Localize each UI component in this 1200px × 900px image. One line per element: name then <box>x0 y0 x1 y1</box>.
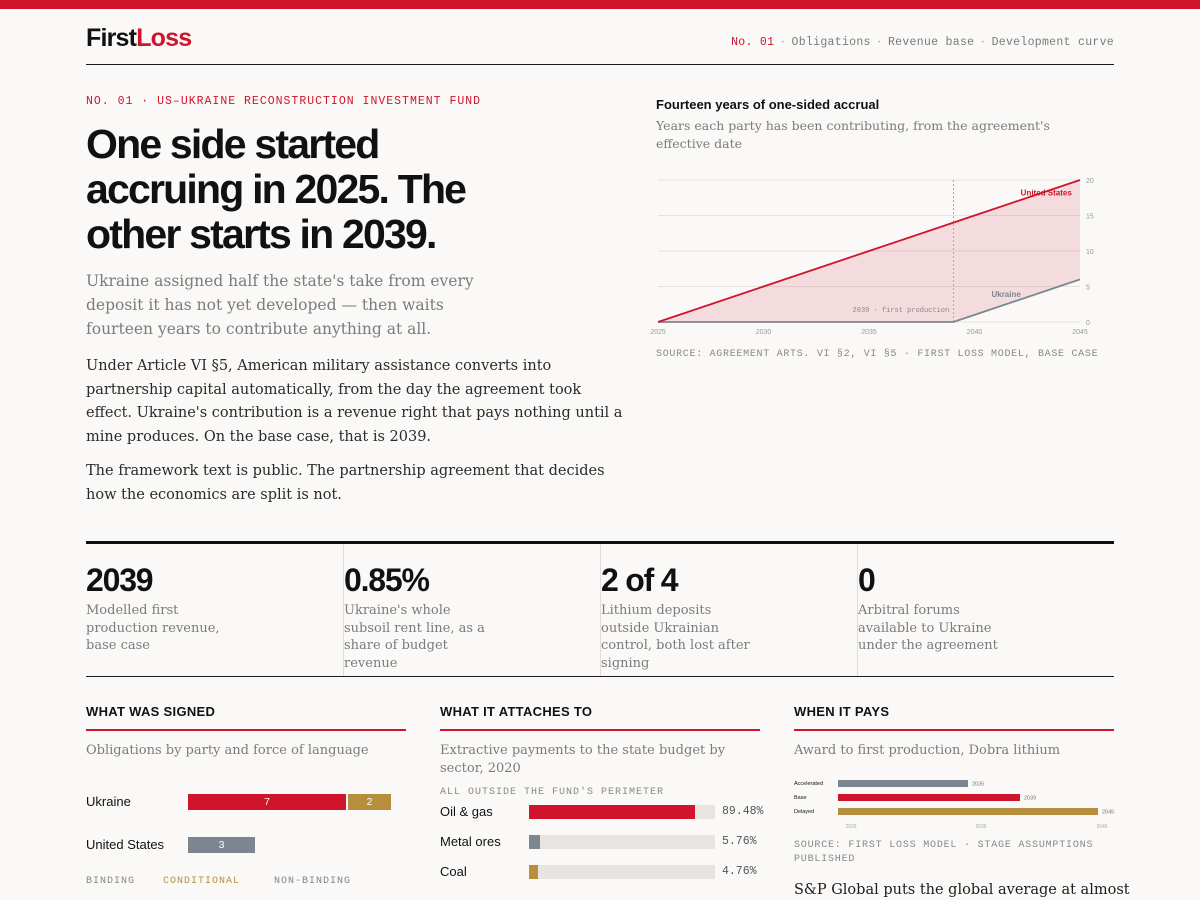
nav-separator: · <box>779 36 787 49</box>
nav-item-obligations[interactable]: Obligations <box>791 36 871 49</box>
site-logo[interactable]: FirstLoss <box>86 24 192 53</box>
y-tick-label: 10 <box>1086 249 1094 256</box>
series-line-ukraine <box>658 278 1081 323</box>
bar-value-label: 2035 <box>972 782 984 788</box>
bar-us-nonbinding: 3 <box>188 837 255 853</box>
signed-section-subtitle: Obligations by party and force of langua… <box>86 743 369 758</box>
series-line-united-states <box>657 179 1081 323</box>
stat-value: 2039 <box>86 562 154 598</box>
nav-item-revenue-base[interactable]: Revenue base <box>887 36 975 49</box>
attaches-section-subtitle: Extractive payments to the state budget … <box>440 743 726 776</box>
sector-name: Metal ores <box>440 834 501 849</box>
pays-source: SOURCE: FIRST LOSS MODEL · STAGE ASSUMPT… <box>794 840 1094 865</box>
pays-section-subtitle: Award to first production, Dobra lithium <box>794 743 1061 758</box>
bar-ukraine-conditional: 2 <box>348 794 391 810</box>
stats-top-rule <box>86 541 1114 544</box>
x-tick-label: 2040 <box>967 329 983 336</box>
x-tick-label: 2035 <box>861 329 877 336</box>
bar-value-label: 2039 <box>1024 796 1036 802</box>
stat-value: 0 <box>858 562 876 598</box>
stat-label: Ukraine's whole subsoil rent line, as a … <box>344 603 485 671</box>
article-paragraph: The framework text is public. The partne… <box>86 463 605 503</box>
bar-base <box>838 794 1020 801</box>
y-tick-label: 0 <box>1086 320 1090 327</box>
sector-fill-metal-ores <box>529 835 540 849</box>
nav-separator: · <box>979 36 987 49</box>
series-label-united-states: United States <box>1021 189 1073 198</box>
logo-loss: Loss <box>136 24 192 52</box>
x-tick-label: 2036 <box>975 824 986 830</box>
stat-label: Arbitral forums available to Ukraine und… <box>858 603 998 653</box>
article-kicker: NO. 01 · US–UKRAINE RECONSTRUCTION INVES… <box>86 95 482 108</box>
stats-bottom-rule <box>86 676 1114 677</box>
accrual-chart-title: Fourteen years of one-sided accrual <box>656 97 880 112</box>
legend-non-binding: NON-BINDING <box>274 876 352 887</box>
y-tick-label: 15 <box>1086 214 1094 221</box>
attaches-note: ALL OUTSIDE THE FUND'S PERIMETER <box>440 787 665 798</box>
bar-category-label: Accelerated <box>794 781 823 787</box>
sector-fill-oil-gas <box>529 805 696 819</box>
stat-arbitral-forums: 0 Arbitral forums available to Ukraine u… <box>857 544 1114 676</box>
bar-delayed <box>838 808 1098 815</box>
stat-value: 0.85% <box>344 562 430 598</box>
site-header: FirstLoss No. 01 · Obligations · Revenue bas… <box>86 24 1114 65</box>
sector-name: Coal <box>440 864 467 879</box>
series-label-ukraine: Ukraine <box>991 290 1021 299</box>
bar-value-label: 2045 <box>1102 810 1114 816</box>
bar-category-label: Delayed <box>794 809 814 815</box>
legend-binding: BINDING <box>86 876 136 887</box>
article-paragraph: Under Article VI §5, American military a… <box>86 358 623 445</box>
bar-category-label: Base <box>794 795 807 801</box>
article-headline: One side started accruing in 2025. The o… <box>86 121 467 257</box>
nav-item-development-curve[interactable]: Development curve <box>991 36 1114 49</box>
bar-accelerated <box>838 780 968 787</box>
stat-lithium-deposits: 2 of 4 Lithium deposits outside Ukrainia… <box>600 544 857 676</box>
sector-pct: 5.76% <box>722 835 757 848</box>
logo-first: First <box>86 24 137 52</box>
sector-pct: 89.48% <box>722 805 764 818</box>
stat-label: Lithium deposits outside Ukrainian contr… <box>601 603 750 671</box>
accrual-chart-source: SOURCE: AGREEMENT ARTS. VI §2, VI §5 · F… <box>656 349 1099 360</box>
accrual-chart-subtitle: Years each party has been contributing, … <box>656 118 1050 151</box>
signed-section-title: WHAT WAS SIGNED <box>86 704 406 731</box>
sector-pct: 4.76% <box>722 865 757 878</box>
sector-track <box>529 835 715 849</box>
accrual-chart: 0 5 10 15 20 2025 2030 2035 2040 2045 United State… <box>650 178 1094 336</box>
x-tick-label: 2030 <box>756 329 772 336</box>
top-accent-bar <box>0 0 1200 9</box>
sector-name: Oil & gas <box>440 804 493 819</box>
nav-current-issue[interactable]: No. 01 <box>731 36 775 49</box>
pays-section-title: WHEN IT PAYS <box>794 704 1114 731</box>
stat-first-production: 2039 Modelled first production revenue, … <box>86 544 343 676</box>
x-tick-label: 2026 <box>845 824 856 830</box>
first-production-annotation: 2039 · first production <box>853 307 950 315</box>
article-deck: Ukraine assigned half the state's take f… <box>86 272 474 338</box>
time-to-production-chart: Accelerated 2035 Base 2039 Delayed 2045 2026 20… <box>794 780 1114 830</box>
pays-paragraph: S&P Global puts the global average at al… <box>794 882 1130 898</box>
x-tick-label: 2045 <box>1072 329 1088 336</box>
nav-separator: · <box>875 36 883 49</box>
stat-value: 2 of 4 <box>601 562 679 598</box>
stat-label: Modelled first production revenue, base … <box>86 603 220 653</box>
sector-track <box>529 865 715 879</box>
y-tick-label: 5 <box>1086 285 1090 292</box>
section-nav: No. 01 · Obligations · Revenue base · Developm… <box>731 36 1114 49</box>
party-label-ukraine: Ukraine <box>86 794 131 809</box>
legend-conditional: CONDITIONAL <box>163 876 241 887</box>
stat-subsoil-rent: 0.85% Ukraine's whole subsoil rent line,… <box>343 544 600 676</box>
attaches-section-title: WHAT IT ATTACHES TO <box>440 704 760 731</box>
party-label-united-states: United States <box>86 837 165 852</box>
sector-fill-coal <box>529 865 538 879</box>
y-tick-label: 20 <box>1086 178 1094 185</box>
x-tick-label: 2046 <box>1096 824 1107 830</box>
bar-ukraine-binding: 7 <box>188 794 346 810</box>
x-tick-label: 2025 <box>650 329 666 336</box>
sector-track <box>529 805 715 819</box>
